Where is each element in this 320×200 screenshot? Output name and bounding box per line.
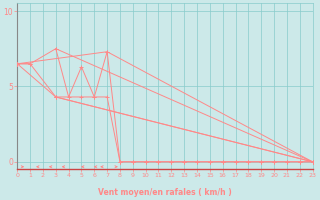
X-axis label: Vent moyen/en rafales ( km/h ): Vent moyen/en rafales ( km/h ) (98, 188, 232, 197)
